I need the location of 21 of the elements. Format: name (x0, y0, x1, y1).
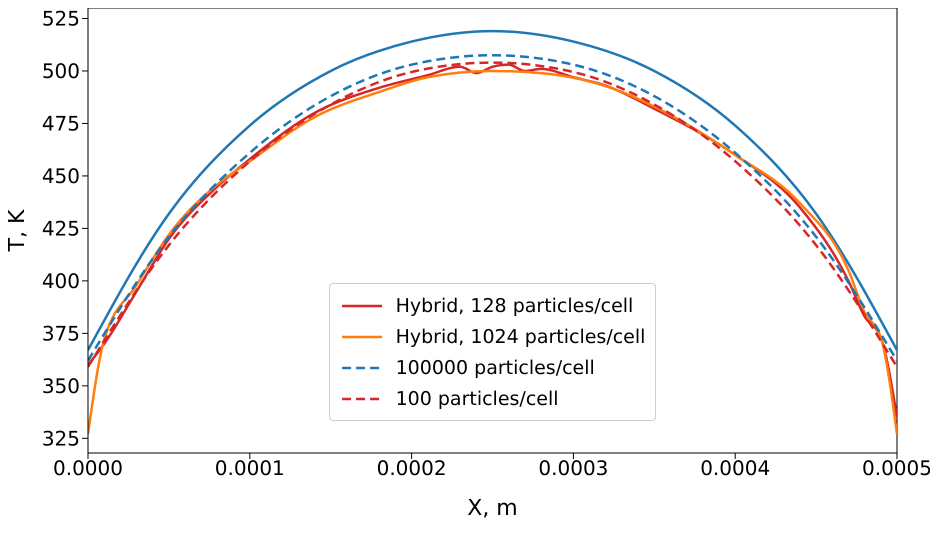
x-tick-label: 0.0003 (538, 456, 608, 480)
y-tick-label: 425 (42, 216, 80, 240)
x-tick-label: 0.0004 (700, 456, 770, 480)
legend-label: 100 particles/cell (396, 388, 559, 410)
legend-label: 100000 particles/cell (396, 356, 595, 378)
y-tick-label: 450 (42, 164, 80, 188)
y-tick-label: 375 (42, 321, 80, 346)
y-tick-label: 500 (42, 59, 80, 84)
x-tick-label: 0.0005 (862, 456, 932, 480)
legend-label: Hybrid, 1024 particles/cell (396, 326, 646, 348)
x-tick-label: 0.0001 (214, 456, 285, 480)
x-tick-label: 0.0000 (53, 456, 123, 480)
y-tick-label: 350 (42, 374, 80, 398)
y-tick-label: 325 (42, 426, 80, 450)
y-tick-label: 525 (42, 6, 80, 31)
y-tick-label: 400 (42, 268, 80, 293)
x-axis-title: X, m (467, 496, 518, 521)
y-tick-label: 475 (42, 112, 80, 136)
x-tick-label: 0.0002 (376, 456, 447, 480)
y-axis-title: T, K (4, 209, 30, 252)
legend-label: Hybrid, 128 particles/cell (396, 294, 634, 316)
